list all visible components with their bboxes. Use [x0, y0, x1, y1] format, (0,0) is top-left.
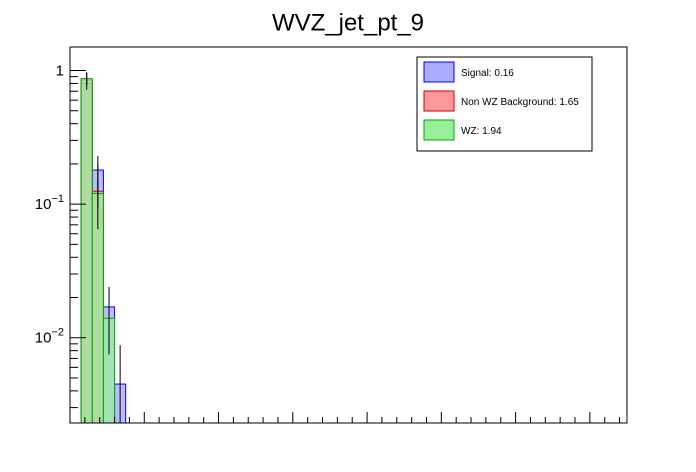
- y-tick-base: 1: [56, 63, 64, 80]
- chart-title: WVZ_jet_pt_9: [272, 9, 424, 36]
- legend-swatch-2: [423, 119, 455, 141]
- legend-label-2: WZ: 1.94: [461, 126, 502, 137]
- y-tick-label: 10−1: [35, 193, 64, 213]
- y-tick-label: 1: [56, 63, 64, 80]
- x-axis: [69, 412, 621, 423]
- y-tick-label: 10−2: [35, 327, 64, 347]
- legend-swatch-1: [423, 90, 455, 112]
- y-tick-base: 10: [35, 330, 52, 347]
- legend-label-1: Non WZ Background: 1.65: [461, 97, 579, 108]
- bars-layer: [80, 78, 127, 424]
- y-tick-exponent: −1: [51, 193, 64, 205]
- y-tick-base: 10: [35, 196, 52, 213]
- legend-swatch-0: [423, 61, 455, 83]
- y-tick-exponent: −2: [51, 327, 64, 339]
- plot-frame: [69, 46, 628, 424]
- legend-label-0: Signal: 0.16: [461, 68, 514, 79]
- error-bars-layer: [86, 72, 121, 423]
- legend: Signal: 0.16 Non WZ Background: 1.65 WZ: 1…: [416, 56, 593, 152]
- bar-2-0: [80, 78, 93, 424]
- y-axis: 110−110−2: [35, 63, 86, 409]
